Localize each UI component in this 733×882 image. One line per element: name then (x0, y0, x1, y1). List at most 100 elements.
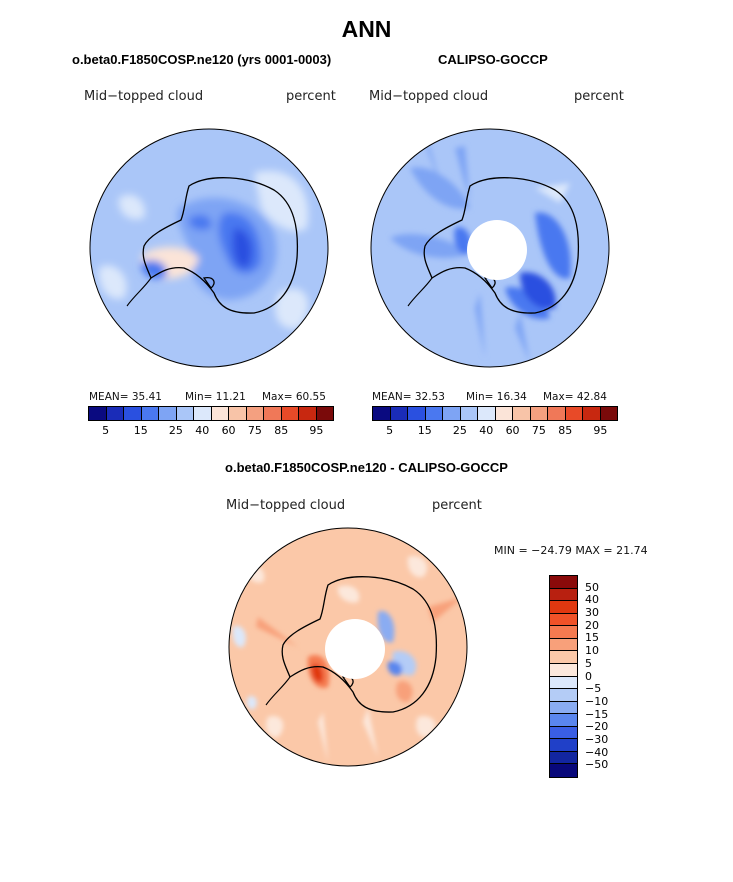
colorbar-swatch (565, 407, 583, 420)
colorbar-swatch (141, 407, 159, 420)
panel1-title: o.beta0.F1850COSP.ne120 (yrs 0001-0003) (72, 52, 332, 67)
panel2-map (370, 128, 610, 368)
colorbar-swatch (550, 751, 577, 765)
colorbar-tick-label: 30 (585, 606, 599, 620)
colorbar-tick-label: 25 (168, 424, 183, 437)
panel3-colorbar-ticks: 50 40 30 20 15 10 5 0 −5 −10 −15 −20 −30 −40 −50 (585, 575, 625, 778)
colorbar-tick-label: 15 (585, 631, 599, 645)
panel3-colorbar (549, 575, 578, 778)
colorbar-tick-label: 5 (585, 656, 592, 670)
colorbar-swatch (460, 407, 478, 420)
colorbar-tick-label: 50 (585, 580, 599, 594)
colorbar-swatch (211, 407, 229, 420)
colorbar-swatch (513, 407, 531, 420)
colorbar-swatch (106, 407, 124, 420)
panel3-map (228, 527, 468, 767)
colorbar-swatch (550, 726, 577, 740)
colorbar-swatch (530, 407, 548, 420)
panel1-map (89, 128, 329, 368)
colorbar-tick-label: 40 (479, 424, 494, 437)
panel2-min: Min= 16.34 (466, 391, 527, 403)
colorbar-tick-label: 15 (417, 424, 432, 437)
colorbar-swatch (229, 407, 247, 420)
colorbar-swatch (550, 613, 577, 627)
colorbar-swatch (194, 407, 212, 420)
colorbar-tick-label: 75 (531, 424, 546, 437)
colorbar-swatch (550, 626, 577, 639)
panel1-right-label: percent (286, 89, 336, 104)
colorbar-tick-label: 0 (585, 669, 592, 683)
colorbar-tick-label: −40 (585, 745, 609, 759)
colorbar-tick-label: −5 (585, 682, 602, 696)
colorbar-swatch (550, 714, 577, 727)
colorbar-swatch (550, 701, 577, 715)
panel1-left-label: Mid−topped cloud (84, 89, 204, 104)
colorbar-tick-label: −10 (585, 694, 609, 708)
panel2-right-label: percent (574, 89, 624, 104)
colorbar-tick-label: −20 (585, 720, 609, 734)
colorbar-swatch (550, 663, 577, 677)
colorbar-tick-label: 95 (309, 424, 324, 437)
panel2-colorbar-ticks: 5 15 25 40 60 75 85 95 (372, 424, 618, 438)
colorbar-swatch (89, 407, 107, 420)
colorbar-tick-label: 10 (585, 644, 599, 658)
colorbar-swatch (390, 407, 408, 420)
colorbar-swatch (550, 676, 577, 690)
colorbar-swatch (548, 407, 566, 420)
panel2-left-label: Mid−topped cloud (369, 89, 489, 104)
colorbar-tick-label: 75 (247, 424, 262, 437)
colorbar-tick-label: −15 (585, 707, 609, 721)
colorbar-tick-label: −30 (585, 732, 609, 746)
panel1-min: Min= 11.21 (185, 391, 246, 403)
colorbar-swatch (600, 407, 617, 420)
panel3-stats: MIN = −24.79 MAX = 21.74 (494, 544, 648, 557)
colorbar-swatch (408, 407, 426, 420)
panel3-title: o.beta0.F1850COSP.ne120 - CALIPSO-GOCCP (225, 460, 508, 475)
colorbar-swatch (550, 601, 577, 614)
colorbar-swatch (550, 689, 577, 702)
panel1-colorbar (88, 406, 334, 421)
colorbar-swatch (264, 407, 282, 420)
colorbar-swatch (550, 739, 577, 752)
colorbar-swatch (176, 407, 194, 420)
colorbar-swatch (316, 407, 333, 420)
panel2-colorbar (372, 406, 618, 421)
colorbar-swatch (550, 588, 577, 602)
panel3-right-label: percent (432, 498, 482, 513)
colorbar-tick-label: 5 (102, 424, 110, 437)
colorbar-tick-label: 85 (274, 424, 289, 437)
colorbar-tick-label: 60 (221, 424, 236, 437)
colorbar-tick-label: 25 (452, 424, 467, 437)
panel1-colorbar-ticks: 5 15 25 40 60 75 85 95 (88, 424, 334, 438)
panel1-mean: MEAN= 35.41 (89, 391, 162, 403)
colorbar-swatch (299, 407, 317, 420)
colorbar-swatch (246, 407, 264, 420)
colorbar-swatch (159, 407, 177, 420)
colorbar-tick-label: 5 (386, 424, 394, 437)
colorbar-swatch (124, 407, 142, 420)
colorbar-tick-label: 40 (585, 593, 599, 607)
colorbar-tick-label: 60 (505, 424, 520, 437)
colorbar-swatch (495, 407, 513, 420)
panel3-left-label: Mid−topped cloud (226, 498, 346, 513)
colorbar-swatch (478, 407, 496, 420)
colorbar-swatch (583, 407, 601, 420)
panel2-title: CALIPSO-GOCCP (438, 52, 548, 67)
colorbar-swatch (443, 407, 461, 420)
colorbar-tick-label: 85 (558, 424, 573, 437)
colorbar-swatch (550, 638, 577, 652)
colorbar-tick-label: 40 (195, 424, 210, 437)
colorbar-swatch (373, 407, 391, 420)
colorbar-tick-label: 95 (593, 424, 608, 437)
colorbar-swatch (550, 764, 577, 777)
panel1-max: Max= 60.55 (262, 391, 326, 403)
panel2-max: Max= 42.84 (543, 391, 607, 403)
colorbar-tick-label: −50 (585, 758, 609, 772)
colorbar-tick-label: 20 (585, 618, 599, 632)
panel2-mean: MEAN= 32.53 (372, 391, 445, 403)
page-title: ANN (341, 16, 392, 42)
colorbar-swatch (281, 407, 299, 420)
colorbar-swatch (550, 651, 577, 664)
colorbar-swatch (550, 576, 577, 589)
colorbar-swatch (425, 407, 443, 420)
